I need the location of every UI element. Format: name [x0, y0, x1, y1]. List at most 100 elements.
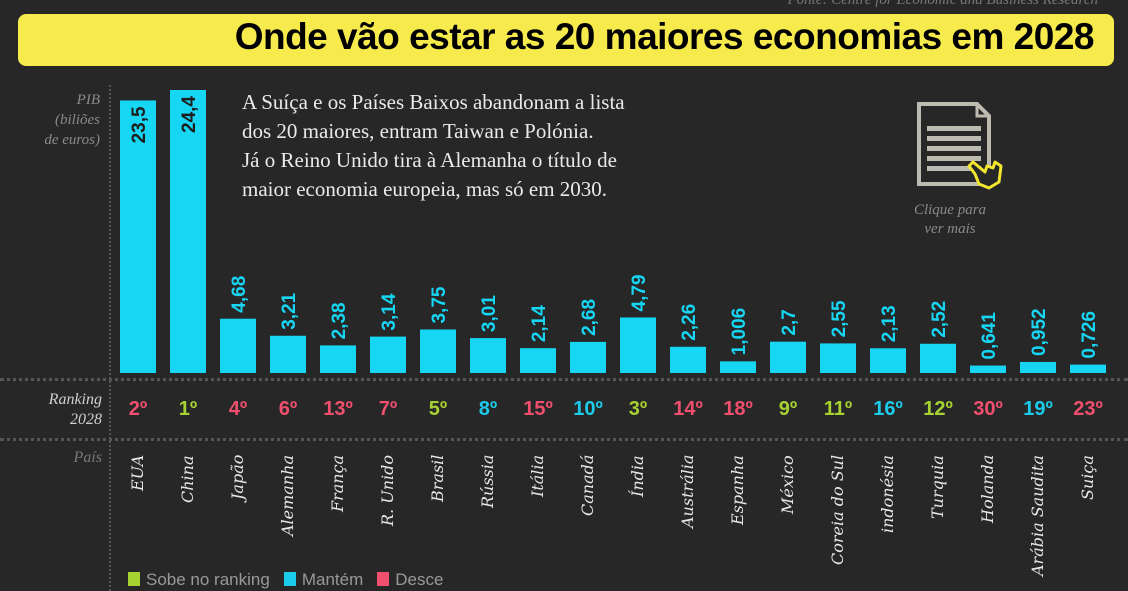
divider-line: [0, 378, 1128, 381]
country-label: Holanda: [978, 454, 997, 523]
bar-China: [170, 90, 206, 373]
country-label: Austrália: [678, 454, 697, 528]
bar-Turquia: [920, 343, 956, 373]
ranking-value: 9º: [778, 398, 798, 420]
bar-Itália: [520, 348, 556, 373]
y-axis-label-line: (biliões: [55, 112, 100, 128]
see-more-link[interactable]: Clique para ver mais: [880, 100, 1020, 239]
bar-Rússia: [470, 338, 506, 373]
country-label: Índia: [628, 455, 647, 497]
ranking-value: 2º: [128, 398, 148, 420]
see-more-label: Clique para ver mais: [880, 201, 1020, 239]
value-label: 2,7: [779, 309, 800, 335]
document-click-icon: [917, 102, 1003, 190]
ranking-label-line: 2028: [70, 411, 102, 428]
ranking-value: 14º: [673, 398, 703, 420]
value-label: 3,75: [429, 286, 450, 323]
value-label: 4,79: [629, 274, 650, 311]
value-label: 0,641: [979, 312, 1000, 360]
country-label: Espanha: [728, 455, 747, 525]
value-label: 2,55: [829, 300, 850, 337]
page-title: Onde vão estar as 20 maiores economias e…: [234, 16, 1095, 57]
country-label: Itália: [528, 454, 547, 497]
legend-swatch: [283, 572, 296, 586]
ranking-value: 6º: [278, 398, 298, 420]
legend-item-desce: Desce: [377, 570, 443, 590]
value-label: 0,726: [1079, 311, 1100, 359]
value-label: 2,38: [329, 302, 350, 339]
legend-swatch: [377, 572, 390, 586]
ranking-value: 19º: [1023, 398, 1053, 420]
country-label: R. Unido: [378, 455, 397, 526]
y-axis-label-line: de euros): [44, 132, 100, 148]
bar-Austrália: [670, 346, 706, 373]
value-label: 3,14: [379, 293, 400, 330]
legend-item-sobe: Sobe no ranking: [128, 570, 270, 590]
value-label: 2,68: [579, 299, 600, 336]
legend-swatch: [128, 572, 140, 586]
ranking-row-label: Ranking 2028: [20, 390, 102, 430]
value-label: 23,5: [129, 106, 150, 143]
y-axis-label: PIB (biliões de euros): [20, 90, 100, 150]
see-more-line: Clique para: [913, 202, 987, 218]
value-label: 2,26: [679, 304, 700, 341]
legend-item-mantem: Mantém: [283, 570, 363, 590]
legend: Sobe no ranking Mantém Desce: [128, 570, 443, 590]
country-label: Alemanha: [278, 455, 297, 536]
country-label: Turquia: [928, 455, 947, 519]
source-credit: Fonte: Centre for Economic and Business …: [787, 0, 1099, 8]
ranking-value: 16º: [873, 398, 903, 420]
value-label: 2,13: [879, 305, 900, 342]
ranking-value: 7º: [378, 398, 398, 420]
bar-indonésia: [870, 348, 906, 373]
value-label: 2,52: [929, 301, 950, 338]
annotation-text: A Suíça e os Países Baixos abandonam a l…: [242, 88, 625, 204]
value-label: 4,68: [229, 276, 250, 313]
bar-Japão: [220, 318, 256, 373]
country-label: Coreia do Sul: [828, 454, 847, 565]
country-label: Suiça: [1078, 455, 1097, 500]
ranking-value: 13º: [323, 398, 353, 420]
y-axis-label-line: PIB: [76, 92, 100, 108]
vertical-divider: [109, 85, 111, 591]
value-label: 3,01: [479, 295, 500, 332]
bar-R. Unido: [370, 336, 406, 373]
annotation-line: Já o Reino Unido tira à Alemanha o títul…: [242, 148, 618, 172]
country-label: Arábia Saudita: [1028, 455, 1047, 576]
bar-Holanda: [970, 365, 1006, 373]
bar-Suiça: [1070, 364, 1106, 373]
ranking-value: 18º: [723, 398, 753, 420]
bar-Arábia Saudita: [1020, 361, 1056, 373]
title-banner: Onde vão estar as 20 maiores economias e…: [18, 14, 1114, 66]
bar-Brasil: [420, 329, 456, 373]
country-label: Canadá: [578, 454, 597, 516]
bar-França: [320, 345, 356, 373]
legend-label: Desce: [395, 570, 444, 589]
ranking-value: 8º: [478, 398, 498, 420]
divider-line: [0, 438, 1128, 441]
country-row-label: País: [73, 449, 102, 466]
country-label: França: [328, 454, 347, 512]
country-label: Brasil: [428, 454, 447, 502]
ranking-value: 1º: [178, 398, 198, 420]
country-label: Japão: [228, 454, 247, 500]
value-label: 24,4: [179, 96, 200, 133]
bar-México: [770, 341, 806, 373]
country-label: Rússia: [478, 454, 497, 508]
value-label: 0,952: [1029, 308, 1050, 356]
ranking-label-line: Ranking: [48, 391, 102, 408]
annotation-line: dos 20 maiores, entram Taiwan e Polónia.: [242, 119, 594, 143]
ranking-value: 30º: [973, 398, 1003, 420]
value-label: 1,006: [729, 308, 750, 356]
country-label: EUA: [128, 454, 147, 491]
ranking-value: 5º: [428, 398, 448, 420]
value-label: 3,21: [279, 292, 300, 329]
see-more-line: ver mais: [924, 221, 976, 237]
bar-Alemanha: [270, 335, 306, 373]
bar-Coreia do Sul: [820, 343, 856, 373]
country-label: China: [178, 455, 197, 503]
ranking-value: 23º: [1073, 398, 1103, 420]
country-label: México: [778, 455, 797, 514]
bar-EUA: [120, 100, 156, 373]
